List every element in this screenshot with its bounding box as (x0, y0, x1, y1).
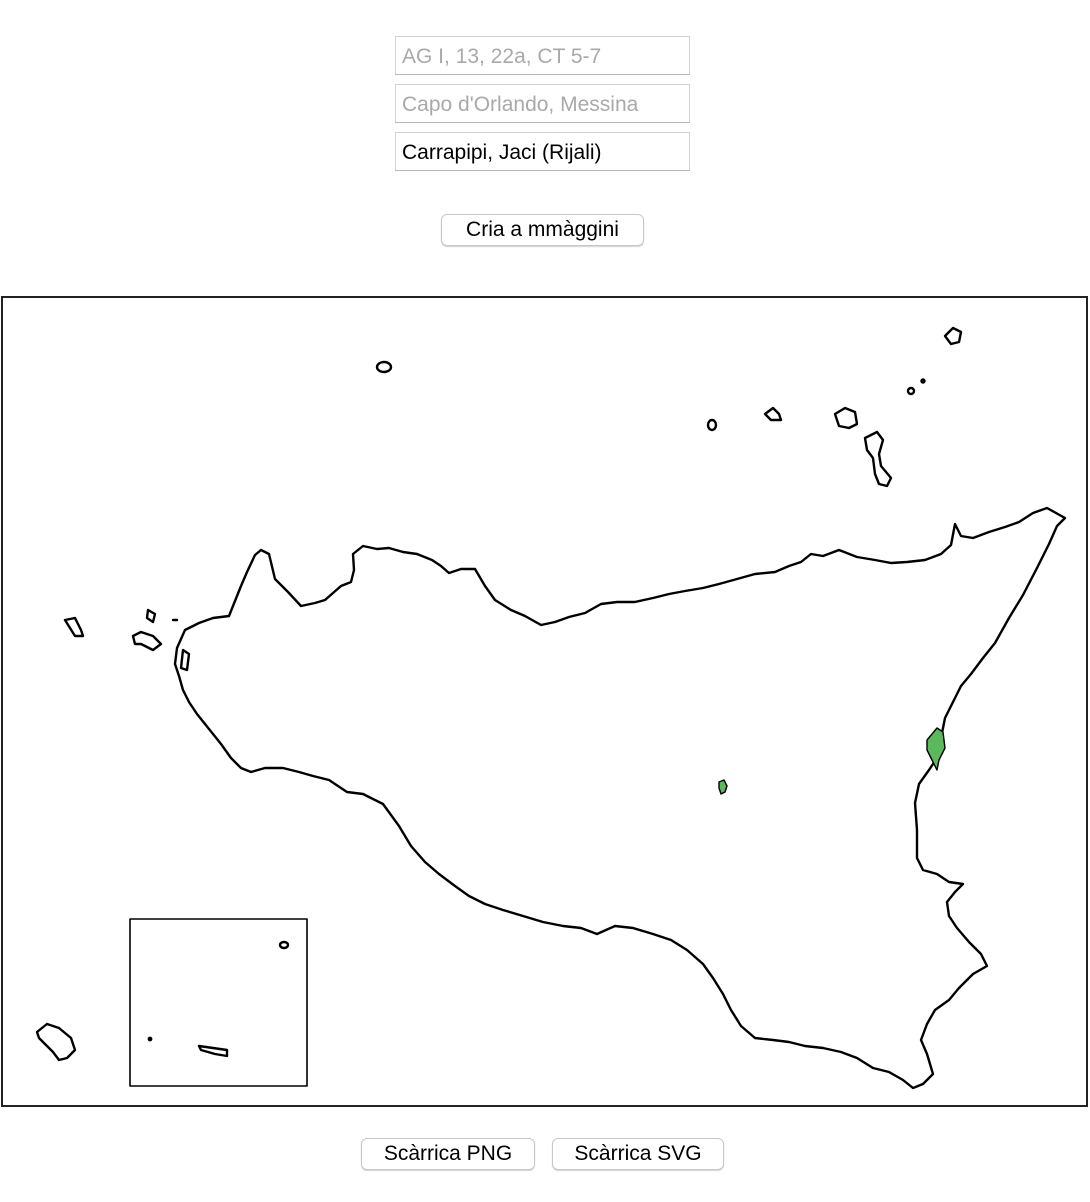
query-input-2[interactable] (395, 84, 690, 123)
island-alicudi (375, 360, 393, 374)
highlight-acireale (926, 727, 946, 771)
island-vulcano (863, 430, 893, 488)
sicily-map (1, 296, 1088, 1107)
island-panarea (906, 386, 916, 396)
query-input-3[interactable] (395, 132, 690, 171)
island-salina (763, 406, 783, 422)
island-linosa (278, 940, 290, 950)
island-basiluzzo (920, 378, 926, 384)
island-marettimo (63, 616, 85, 638)
island-lampione (147, 1036, 153, 1042)
island-lampedusa (197, 1044, 229, 1058)
pelagie-inset-frame (129, 918, 308, 1087)
island-stromboli (943, 326, 963, 346)
query-input-1[interactable] (395, 36, 690, 75)
island-pantelleria (35, 1022, 77, 1062)
map-canvas (35, 326, 1067, 1090)
island-favignana (131, 630, 163, 652)
highlight-carrapipi (718, 779, 728, 795)
create-image-button[interactable]: Cria a mmàggini (441, 214, 644, 246)
sicily-mainland-outline (173, 506, 1067, 1090)
island-mozia (179, 648, 191, 672)
island-levanzo (145, 608, 157, 624)
island-filicudi (706, 418, 718, 432)
download-png-button[interactable]: Scàrrica PNG (361, 1138, 535, 1170)
island-lipari (833, 406, 859, 430)
download-svg-button[interactable]: Scàrrica SVG (552, 1138, 724, 1170)
